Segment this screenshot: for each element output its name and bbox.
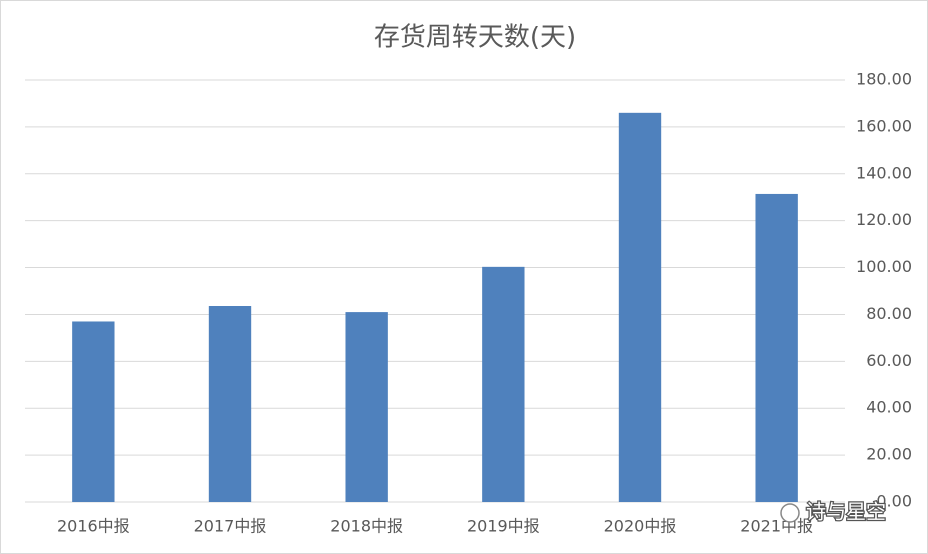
watermark: 诗与星空 — [806, 500, 886, 524]
y-tick-label: 180.00 — [856, 70, 912, 89]
y-tick-label: 20.00 — [866, 445, 912, 464]
bar — [618, 112, 662, 503]
x-tick-label: 2017中报 — [194, 517, 267, 536]
bar — [482, 266, 525, 502]
y-tick-label: 0.00 — [876, 492, 912, 511]
y-tick-label: 40.00 — [866, 398, 912, 417]
y-tick-label: 120.00 — [856, 210, 912, 229]
y-tick-label: 100.00 — [856, 257, 912, 276]
y-tick-label: 60.00 — [866, 351, 912, 370]
bar — [755, 193, 798, 502]
y-tick-label: 80.00 — [866, 304, 912, 323]
y-tick-label: 140.00 — [856, 163, 912, 182]
bar — [208, 306, 252, 502]
x-tick-label: 2018中报 — [330, 517, 403, 536]
x-tick-label: 2021中报 — [740, 517, 813, 536]
x-tick-label: 2016中报 — [57, 517, 130, 536]
bar — [345, 312, 388, 502]
bar — [72, 321, 115, 502]
y-tick-label: 160.00 — [856, 116, 912, 135]
watermark-icon — [780, 503, 800, 523]
x-tick-label: 2020中报 — [604, 517, 677, 536]
chart-title: 存货周转天数(天) — [374, 23, 576, 53]
x-tick-label: 2019中报 — [467, 517, 540, 536]
